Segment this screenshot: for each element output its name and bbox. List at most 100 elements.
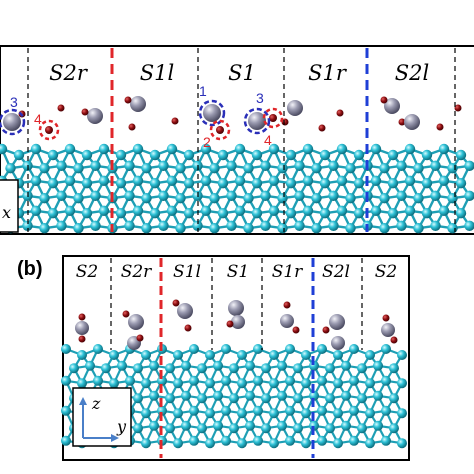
panel-a-substrate-atom (345, 163, 356, 174)
panel-a-substrate-atom (200, 143, 212, 155)
panel-a-substrate-atom (39, 163, 50, 174)
panel-b-substrate-atom (349, 405, 359, 416)
panel-b-substrate-atom (61, 344, 71, 354)
panel-b-substrate-atom (285, 435, 295, 446)
panel-b-substrate-atom (365, 408, 375, 419)
site-number-1: 1 (199, 83, 207, 99)
panel-a-substrate-atom (243, 223, 254, 234)
panel-a-substrate-atom (141, 193, 152, 204)
panel-b-substrate-atom (317, 375, 327, 386)
panel-a-substrate-atom (200, 205, 212, 216)
panel-b-substrate-atom (357, 393, 367, 404)
panel-a-substrate-atom (277, 193, 288, 204)
panel-b-substrate-atom (269, 438, 279, 449)
panel-a-substrate-atom (149, 178, 161, 189)
large-atom (75, 321, 89, 335)
panel-b-substrate-atom (205, 350, 215, 360)
panel-a-substrate-atom (251, 208, 263, 219)
axis-z-arrowhead (79, 397, 87, 405)
panel-b-substrate-atom (109, 378, 119, 389)
panel-b-substrate-atom (149, 420, 159, 431)
panel-a-substrate-atom (421, 149, 433, 161)
panel-b-substrate-atom (69, 363, 79, 374)
panel-a-substrate-atom (90, 160, 101, 171)
panel-b-substrate-atom (333, 438, 343, 449)
panel-b-substrate-atom (149, 360, 159, 371)
panel-a-substrate-atom (455, 178, 467, 189)
panel-a-substrate-atom (404, 205, 416, 216)
panel-a-substrate-atom (387, 149, 399, 161)
panel-a-substrate-atom (285, 149, 297, 161)
large-atom (331, 336, 345, 350)
panel-a-substrate-atom (64, 205, 76, 216)
site-marker-3 (243, 107, 271, 135)
region-label-b-s1l: S1l (173, 262, 201, 282)
panel-b-substrate-atom (277, 390, 287, 401)
panel-b-substrate-atom (381, 375, 391, 386)
panel-a-substrate-atom (226, 160, 237, 171)
panel-b-substrate-atom (253, 405, 263, 416)
panel-a-substrate-atom (328, 160, 339, 171)
panel-a-substrate-atom (336, 143, 348, 155)
region-label-b-s2-left: S2 (76, 262, 98, 282)
panel-b-substrate-atom (381, 405, 391, 416)
panel-a-substrate-atom (311, 193, 322, 204)
panel-a-substrate-atom (285, 208, 297, 219)
panel-a-substrate-atom (115, 149, 127, 161)
region-label-b-s2l: S2l (322, 262, 350, 282)
panel-a-substrate-atom (98, 143, 110, 155)
panel-a-substrate-atom (158, 160, 169, 171)
region-label-s1: S1 (228, 61, 256, 85)
large-atom (287, 100, 303, 116)
panel-b-substrate-atom (293, 393, 303, 404)
axis-z-label: z (91, 394, 101, 413)
panel-a-substrate-atom (447, 193, 458, 204)
small-atom (216, 126, 224, 134)
panel-b-substrate-atom (61, 435, 71, 446)
panel-b-substrate-atom (133, 423, 143, 434)
small-atom (78, 313, 86, 321)
panel-a-substrate-atom (183, 178, 195, 189)
panel-a-substrate-atom (47, 178, 59, 189)
panel-b-substrate-atom (325, 363, 335, 374)
panel-b-substrate-atom (205, 408, 215, 419)
panel-a-substrate-atom (302, 175, 314, 186)
panel-b-substrate-atom (205, 438, 215, 449)
panel-b-substrate-atom (93, 344, 103, 354)
panel-b-tag: (b) (17, 258, 43, 280)
site-marker-1 (198, 99, 226, 127)
large-atom (231, 315, 245, 329)
panel-a-axis-box (0, 179, 19, 233)
panel-b-substrate-atom (85, 360, 95, 371)
panel-a-substrate-atom (64, 143, 76, 155)
panel-a-substrate-atom (217, 208, 229, 219)
panel-b-substrate-atom (333, 350, 343, 360)
panel-b-substrate-atom (189, 405, 199, 416)
panel-b-substrate-atom (189, 344, 199, 354)
panel-a-substrate-atom (90, 190, 101, 201)
large-atom (381, 323, 395, 337)
panel-b-substrate-atom (389, 393, 399, 404)
panel-a-substrate-atom (285, 178, 297, 189)
panel-b-substrate-atom (221, 435, 231, 446)
panel-a-substrate-atom (192, 220, 203, 231)
panel-a-substrate-atom (413, 193, 424, 204)
panel-b-substrate-atom (197, 363, 207, 374)
panel-b-substrate-atom (133, 393, 143, 404)
site-number-4-left: 4 (34, 111, 42, 127)
panel-a-substrate-atom (56, 220, 67, 231)
panel-a-substrate-atom (294, 160, 305, 171)
small-atom (122, 310, 130, 318)
panel-a-substrate-atom (22, 220, 33, 231)
large-atom (404, 114, 420, 130)
panel-a-axis-x-label: x (2, 203, 11, 222)
panel-a-substrate-atom (319, 149, 331, 161)
panel-a-substrate-atom (98, 205, 110, 216)
panel-a-substrate-atom (217, 178, 229, 189)
panel-a-substrate-atom (209, 193, 220, 204)
panel-b-substrate-atom (325, 393, 335, 404)
panel-a-substrate-atom (234, 175, 246, 186)
panel-a-substrate-atom (243, 193, 254, 204)
panel-b-substrate-atom (261, 363, 271, 374)
panel-b-adsorbates (75, 299, 398, 350)
